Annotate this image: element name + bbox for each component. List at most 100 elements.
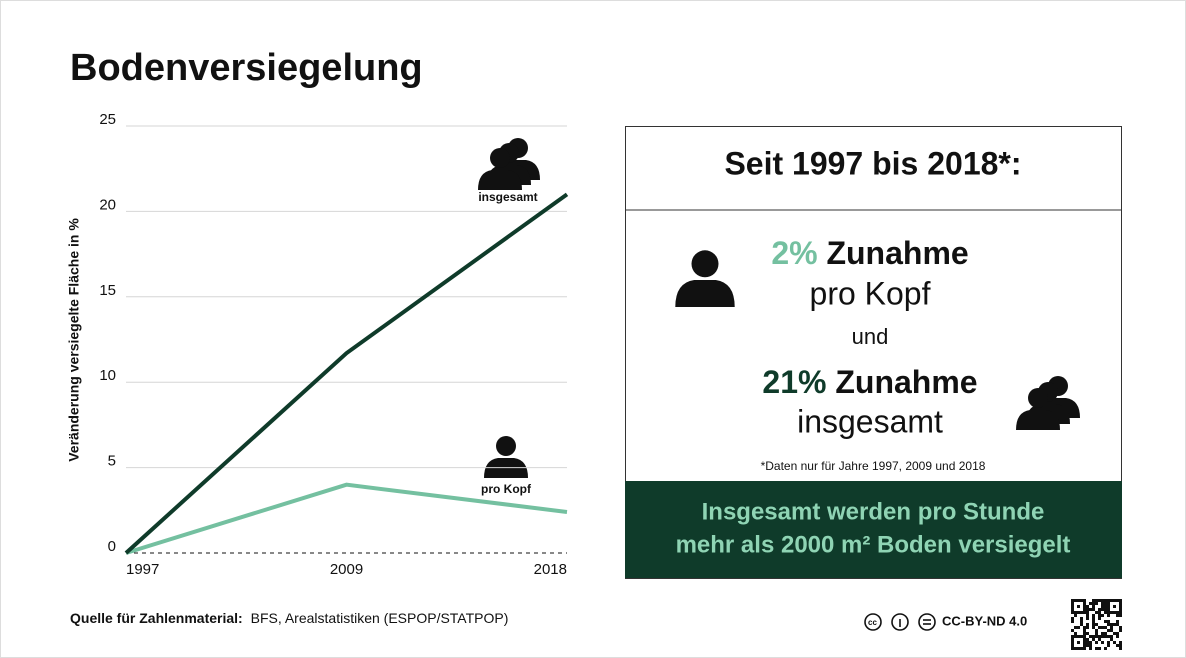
qr-cell [1092,620,1095,623]
y-tick-label: 10 [99,367,116,384]
series-line [125,482,568,555]
qr-cell [1071,620,1074,623]
qr-cell [1080,623,1083,626]
qr-cell [1104,620,1107,623]
qr-cell [1074,626,1077,629]
qr-cell [1107,629,1110,632]
qr-cell [1077,647,1080,650]
qr-cell [1080,635,1083,638]
source: Quelle für Zahlenmaterial: BFS, Arealsta… [70,610,508,626]
qr-cell [1092,605,1095,608]
qr-cell [1095,623,1098,626]
qr-cell [1071,602,1074,605]
qr-cell [1095,647,1098,650]
qr-cell [1095,635,1098,638]
qr-cell [1074,632,1077,635]
qr-cell [1107,641,1110,644]
qr-cell [1107,614,1110,617]
qr-cell [1095,641,1098,644]
qr-cell [1074,647,1077,650]
qr-cell [1092,614,1095,617]
x-tick-label: 1997 [126,561,159,578]
title: Bodenversiegelung [70,47,423,89]
qr-cell [1119,629,1122,632]
qr-cell [1083,605,1086,608]
cc-mark: cc [868,618,877,627]
qr-cell [1083,599,1086,602]
qr-cell [1116,611,1119,614]
qr-cell [1095,611,1098,614]
qr-cell [1086,611,1089,614]
qr-cell [1095,632,1098,635]
qr-cell [1110,599,1113,602]
qr-cell [1104,647,1107,650]
qr-cell [1113,599,1116,602]
qr-cell [1116,623,1119,626]
qr-cell [1089,644,1092,647]
qr-cell [1116,620,1119,623]
qr-cell [1092,608,1095,611]
x-tick-label: 2018 [534,561,567,578]
qr-cell [1104,635,1107,638]
qr-cell [1083,638,1086,641]
qr-cell [1098,626,1101,629]
qr-cell [1110,611,1113,614]
series-label: pro Kopf [481,482,532,496]
qr-cell [1086,608,1089,611]
qr-cell [1083,635,1086,638]
qr-cell [1083,641,1086,644]
qr-cell [1104,605,1107,608]
qr-cell [1104,611,1107,614]
qr-cell [1101,641,1104,644]
qr-cell [1089,602,1092,605]
stat-line: pro Kopf [810,275,931,311]
qr-code [1070,598,1122,650]
license: CC-BY-ND 4.0 [942,613,1027,628]
qr-cell [1098,635,1101,638]
qr-cell [1074,635,1077,638]
qr-cell [1071,605,1074,608]
qr-cell [1092,635,1095,638]
qr-cell [1107,599,1110,602]
qr-cell [1116,632,1119,635]
y-tick-label: 20 [99,196,116,213]
qr-cell [1098,617,1101,620]
qr-cell [1119,602,1122,605]
qr-cell [1116,614,1119,617]
qr-cell [1098,638,1101,641]
qr-cell [1104,602,1107,605]
qr-cell [1101,599,1104,602]
qr-cell [1074,599,1077,602]
series-label: insgesamt [478,190,537,204]
qr-cell [1113,632,1116,635]
qr-cell [1086,626,1089,629]
conjunction: und [852,324,889,349]
qr-cell [1077,626,1080,629]
footnote: *Daten nur für Jahre 1997, 2009 und 2018 [761,459,986,473]
qr-cell [1083,608,1086,611]
qr-cell [1086,617,1089,620]
qr-cell [1089,635,1092,638]
qr-cell [1086,605,1089,608]
qr-cell [1119,647,1122,650]
qr-cell [1086,638,1089,641]
qr-cell [1098,608,1101,611]
qr-cell [1119,611,1122,614]
panel-header: Seit 1997 bis 2018*: [724,145,1021,181]
qr-cell [1071,644,1074,647]
y-tick-label: 25 [99,111,116,128]
stat-line: 2% Zunahme [771,235,968,271]
qr-cell [1119,599,1122,602]
qr-cell [1077,599,1080,602]
y-axis-label: Veränderung versiegelte Fläche in % [66,218,82,462]
qr-cell [1086,614,1089,617]
qr-cell [1071,608,1074,611]
banner-text: Insgesamt werden pro Stunde [702,498,1045,525]
qr-cell [1107,635,1110,638]
qr-cell [1119,605,1122,608]
qr-cell [1083,629,1086,632]
qr-cell [1107,608,1110,611]
qr-cell [1083,647,1086,650]
qr-cell [1080,617,1083,620]
